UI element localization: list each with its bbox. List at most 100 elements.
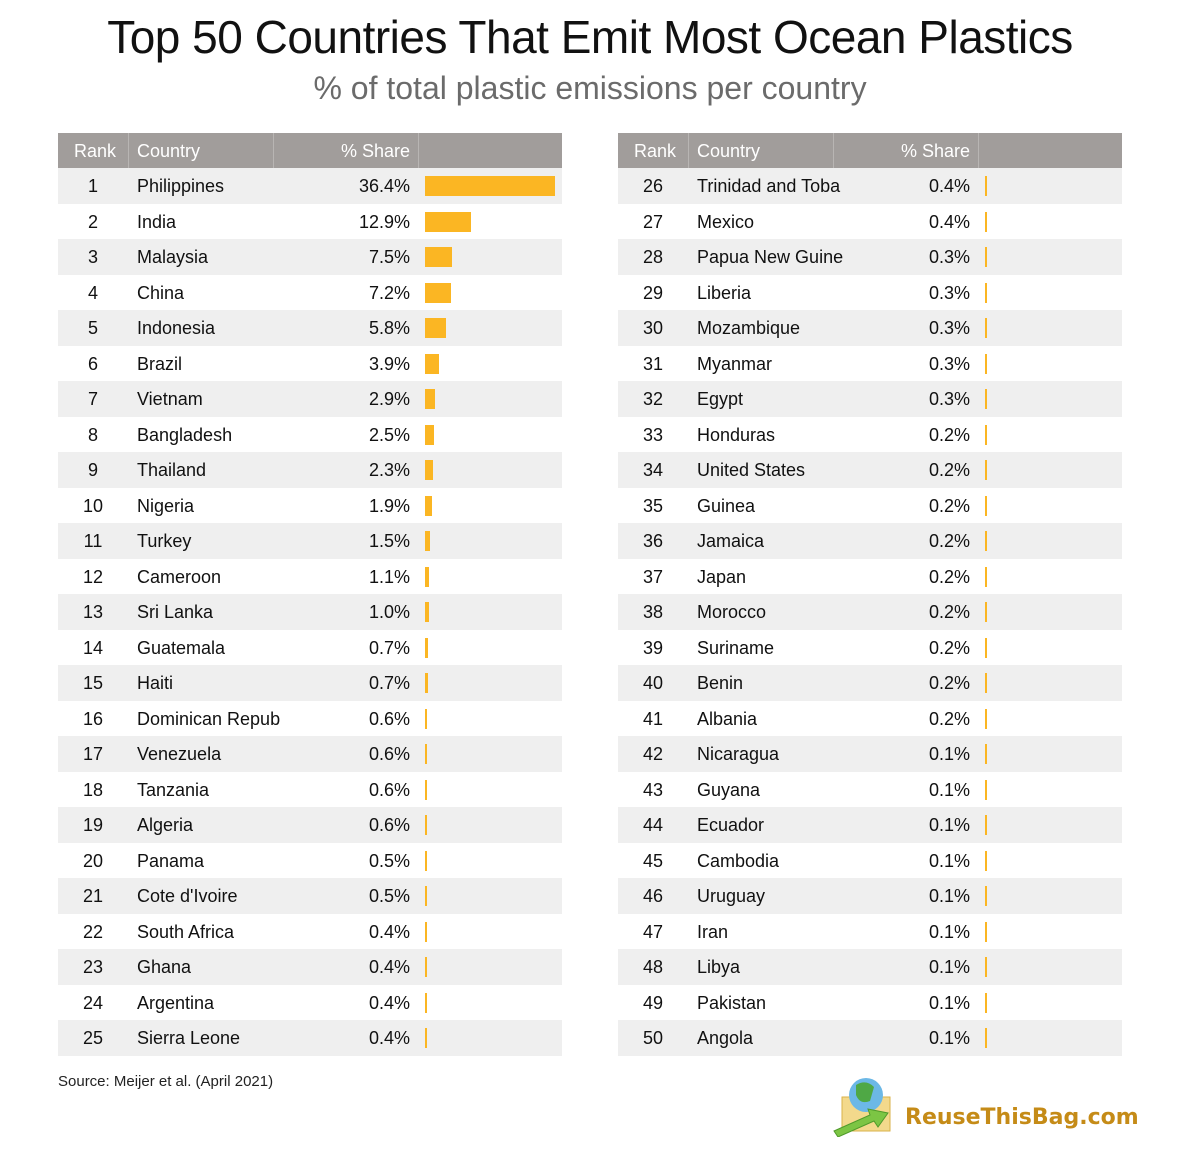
table-row: 23 Ghana 0.4% [58,949,562,985]
share-bar [425,247,452,267]
rank-cell: 42 [642,744,664,764]
table-row: 4 China 7.2% [58,275,562,311]
table-row: 25 Sierra Leone 0.4% [58,1020,562,1056]
country-cell: Dominican Repub [137,708,281,729]
share-bar [425,886,427,906]
share-cell: 0.7% [368,637,410,658]
table-row: 46 Uruguay 0.1% [618,878,1122,914]
header-country: Country [697,141,761,161]
share-cell: 0.1% [928,779,970,800]
rank-cell: 7 [87,389,98,409]
share-cell: 0.2% [928,602,970,622]
country-cell: Mozambique [697,318,801,338]
table-row: 26 Trinidad and Toba 0.4% [618,168,1122,204]
rank-cell: 46 [642,886,664,906]
share-cell: 0.4% [368,957,410,977]
rank-cell: 34 [642,460,664,480]
share-cell: 2.5% [368,424,410,445]
country-cell: Japan [697,566,747,587]
share-bar [985,886,987,906]
share-cell: 1.1% [368,566,410,587]
rank-cell: 27 [642,211,664,232]
table-row: 31 Myanmar 0.3% [618,346,1122,382]
share-bar [425,460,434,480]
table-row: 9 Thailand 2.3% [58,452,562,488]
table-row: 28 Papua New Guine 0.3% [618,239,1122,275]
rank-cell: 41 [642,708,664,729]
share-bar [425,602,429,622]
rank-cell: 22 [82,921,104,942]
share-bar [985,247,987,267]
share-cell: 0.6% [368,744,410,764]
share-bar [985,957,987,977]
table-row: 16 Dominican Repub 0.6% [58,701,562,737]
table-header: Rank Country % Share [58,133,562,168]
table-row: 50 Angola 0.1% [618,1020,1122,1056]
country-cell: Liberia [697,282,752,303]
table-row: 30 Mozambique 0.3% [618,310,1122,346]
share-bar [425,282,451,303]
country-cell: Thailand [137,460,207,480]
table-row: 8 Bangladesh 2.5% [58,417,562,453]
country-cell: Iran [697,921,729,942]
table-row: 29 Liberia 0.3% [618,275,1122,311]
share-cell: 0.2% [928,495,970,516]
table-row: 12 Cameroon 1.1% [58,559,562,595]
rank-cell: 1 [87,176,98,196]
table-row: 27 Mexico 0.4% [618,204,1122,240]
rank-cell: 32 [642,389,664,409]
rank-cell: 23 [82,957,104,977]
rank-cell: 20 [82,850,104,871]
rank-cell: 49 [642,992,664,1013]
table-row: 37 Japan 0.2% [618,559,1122,595]
country-cell: Bangladesh [137,424,233,445]
table-row: 20 Panama 0.5% [58,843,562,879]
share-bar [985,815,987,835]
share-bar [985,921,987,942]
table-left: Rank Country % Share 1 Philippines 36.4% 2 Indi… [58,133,562,1056]
rank-cell: 28 [642,247,664,267]
table-row: 45 Cambodia 0.1% [618,843,1122,879]
share-bar [985,708,987,729]
share-cell: 0.3% [928,389,970,409]
share-bar [425,992,427,1013]
share-bar [985,424,987,445]
share-bar [425,921,427,942]
table-row: 34 United States 0.2% [618,452,1122,488]
share-cell: 1.9% [368,495,410,516]
share-cell: 0.4% [928,176,970,196]
rank-cell: 35 [642,495,664,516]
table-row: 6 Brazil 3.9% [58,346,562,382]
share-cell: 0.3% [928,282,970,303]
table-row: 33 Honduras 0.2% [618,417,1122,453]
logo-text: ReuseThisBag.com [905,1105,1139,1130]
rank-cell: 47 [642,921,664,942]
table-row: 21 Cote d'Ivoire 0.5% [58,878,562,914]
share-bar [425,211,472,232]
share-bar [985,495,987,516]
country-cell: Honduras [697,424,776,445]
share-cell: 3.9% [368,353,410,374]
share-cell: 7.5% [368,247,410,267]
globe-bag-icon [833,1078,891,1138]
share-bar [425,673,428,693]
share-bar [425,424,434,445]
country-cell: Nigeria [137,495,195,516]
share-bar [985,744,987,764]
rank-cell: 13 [82,602,104,622]
rank-cell: 48 [642,957,664,977]
country-cell: Myanmar [697,353,773,374]
share-cell: 0.2% [928,424,970,445]
share-bar [425,318,446,338]
table-row: 36 Jamaica 0.2% [618,523,1122,559]
country-cell: Guatemala [137,637,226,658]
header-divider [273,133,274,168]
country-cell: Papua New Guine [697,247,844,267]
share-cell: 0.4% [368,992,410,1013]
rank-cell: 45 [642,850,664,871]
share-cell: 5.8% [368,318,410,338]
rank-cell: 12 [82,566,104,587]
country-cell: Egypt [697,389,744,409]
share-cell: 1.0% [368,602,410,622]
share-bar [425,1028,427,1048]
